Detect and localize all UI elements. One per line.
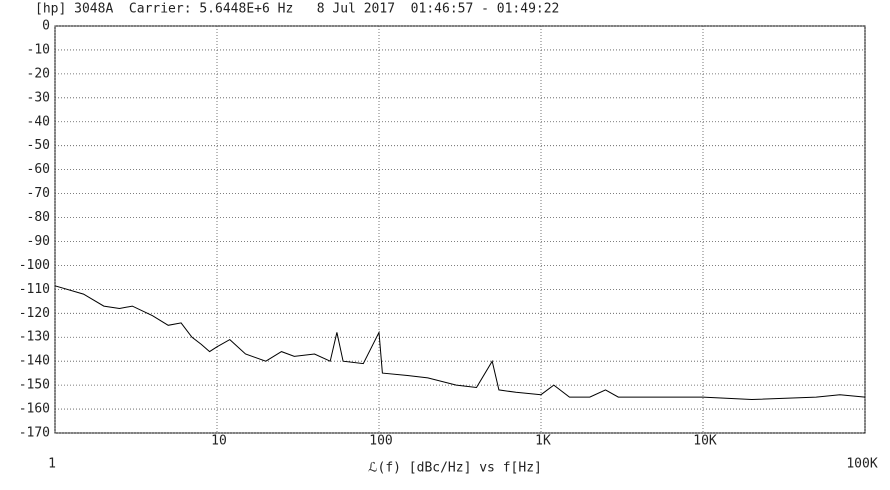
y-tick-label: -160 <box>19 402 50 417</box>
x-tick-label: 10 <box>211 434 227 449</box>
y-tick-label: -170 <box>19 426 50 441</box>
y-tick-label: -50 <box>27 138 50 153</box>
y-tick-label: 0 <box>42 19 50 34</box>
y-tick-label: -40 <box>27 114 50 129</box>
y-tick-label: -10 <box>27 42 50 57</box>
y-tick-label: -80 <box>27 210 50 225</box>
y-tick-label: -90 <box>27 234 50 249</box>
y-tick-label: -70 <box>27 186 50 201</box>
y-tick-label: -130 <box>19 330 50 345</box>
x-tick-label: 1 <box>48 457 56 472</box>
x-axis-label: ℒ(f) [dBc/Hz] vs f[Hz] <box>368 461 542 476</box>
x-tick-label: 1K <box>535 434 551 449</box>
y-tick-label: -20 <box>27 66 50 81</box>
data-line <box>54 285 866 401</box>
y-tick-label: -110 <box>19 282 50 297</box>
chart-title: [hp] 3048A Carrier: 5.6448E+6 Hz 8 Jul 2… <box>35 2 559 17</box>
y-tick-label: -100 <box>19 258 50 273</box>
y-tick-label: -120 <box>19 306 50 321</box>
x-tick-label: 10K <box>693 434 717 449</box>
x-tick-label: 100K <box>846 457 877 472</box>
y-tick-label: -60 <box>27 162 50 177</box>
y-tick-label: -150 <box>19 378 50 393</box>
y-tick-label: -30 <box>27 90 50 105</box>
x-tick-label: 100 <box>369 434 392 449</box>
plot-frame <box>54 25 866 434</box>
y-tick-label: -140 <box>19 354 50 369</box>
